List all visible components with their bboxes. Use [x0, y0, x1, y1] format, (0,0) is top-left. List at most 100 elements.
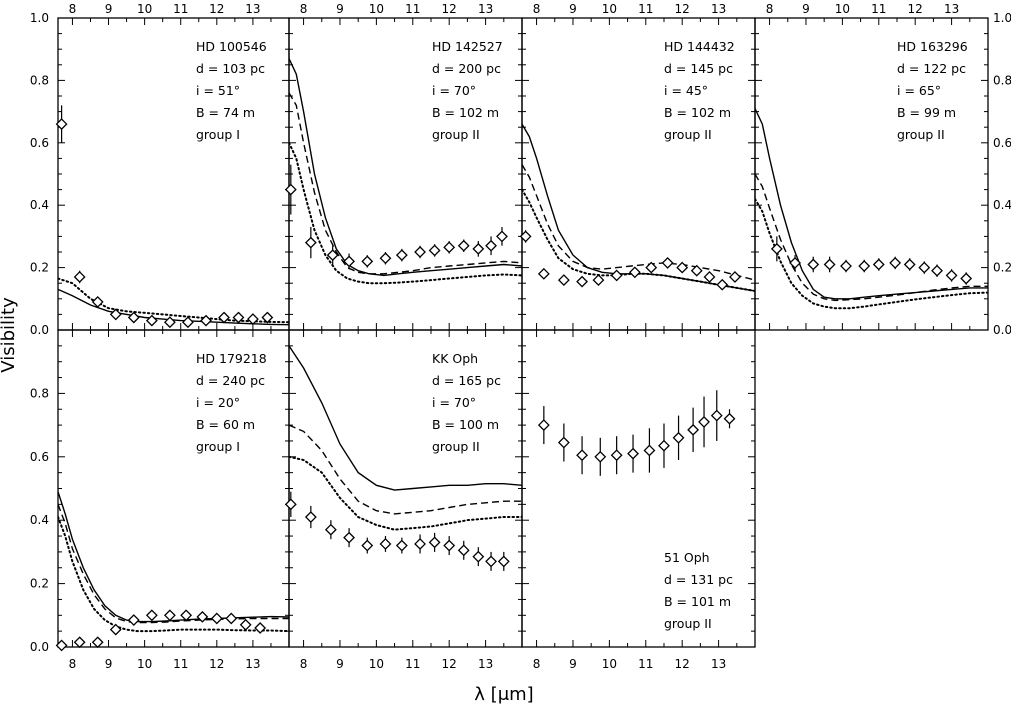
- x-tick-label-top: 10: [835, 2, 850, 16]
- data-point: [960, 272, 973, 285]
- data-point: [379, 252, 392, 265]
- y-tick-label-right: 0.6: [993, 136, 1011, 150]
- data-point: [414, 246, 426, 258]
- data-point: [200, 314, 212, 327]
- x-tick-label-top: 8: [300, 2, 308, 16]
- panel-annotation: B = 102 m: [432, 105, 499, 120]
- data-point: [610, 449, 623, 462]
- x-tick-label-top: 11: [173, 2, 188, 16]
- model-curves: [522, 123, 755, 292]
- data-point: [261, 311, 274, 324]
- x-tick-label-bottom: 12: [675, 657, 690, 671]
- data-point: [284, 183, 297, 196]
- y-tick-label-left: 0.4: [30, 198, 49, 212]
- panel-annotation: group II: [432, 127, 480, 142]
- data-point: [945, 269, 958, 282]
- data-point: [343, 531, 355, 544]
- x-tick-label-top: 11: [871, 2, 886, 16]
- panel-hd-144432: HD 144432 d = 145 pc i = 45° B = 102 m group…: [519, 17, 756, 331]
- data-point: [807, 258, 820, 271]
- data-point: [55, 118, 68, 130]
- panel-hd-179218: HD 179218 d = 240 pc i = 20° B = 60 m group …: [55, 329, 290, 652]
- data-point: [823, 258, 836, 271]
- x-tick-label-bottom: 11: [405, 657, 420, 671]
- panel-annotation: HD 179218: [196, 351, 267, 366]
- data-point: [658, 439, 670, 452]
- panel-annotation: B = 100 m: [432, 417, 499, 432]
- model-dashed-line: [58, 504, 289, 624]
- y-tick-label-left: 0.2: [30, 577, 49, 591]
- data-point: [661, 257, 674, 269]
- y-tick-label-left: 0.6: [30, 450, 49, 464]
- data-point: [687, 423, 700, 436]
- data-point: [472, 550, 485, 563]
- panel-hd-163296: HD 163296 d = 122 pc i = 65° B = 99 m group …: [754, 17, 989, 331]
- x-tick-label-top: 10: [602, 2, 617, 16]
- x-tick-label-bottom: 9: [569, 657, 577, 671]
- data-point: [903, 258, 916, 271]
- data-point: [361, 539, 374, 552]
- data-point: [729, 271, 741, 283]
- y-tick-label-left: 0.4: [30, 513, 49, 527]
- data-point: [395, 249, 408, 262]
- y-tick-label-left: 0.0: [30, 323, 49, 337]
- data-point: [91, 636, 104, 649]
- x-tick-label-bottom: 9: [336, 657, 344, 671]
- panel-annotation: 51 Oph: [664, 550, 710, 565]
- x-tick-label-top: 9: [336, 2, 344, 16]
- data-point: [246, 313, 259, 325]
- model-dotted-line: [58, 516, 289, 633]
- data-point: [180, 609, 193, 622]
- data-point: [537, 419, 550, 432]
- data-point: [698, 416, 710, 428]
- panel-annotation: d = 145 pc: [664, 61, 733, 76]
- model-dashed-line: [522, 164, 755, 281]
- data-point: [304, 236, 317, 249]
- panel-annotation: HD 142527: [432, 39, 503, 54]
- data-point: [284, 498, 297, 511]
- data-point: [324, 523, 337, 536]
- panel-hd-100546: HD 100546 d = 103 pc i = 51° B = 74 m group …: [55, 17, 290, 331]
- x-tick-label-top: 12: [908, 2, 923, 16]
- data-point: [889, 257, 902, 269]
- data-point: [645, 261, 658, 274]
- data-point: [576, 449, 588, 462]
- panel-51-oph: 51 Oph d = 131 pc B = 101 m group II: [521, 329, 756, 648]
- x-tick-label-top: 9: [802, 2, 810, 16]
- x-tick-label-top: 10: [137, 2, 152, 16]
- panel-annotation: i = 65°: [897, 83, 941, 98]
- data-point: [557, 436, 570, 449]
- data-point: [496, 230, 508, 243]
- x-tick-label-bottom: 12: [209, 657, 224, 671]
- data-point: [210, 612, 223, 625]
- panel-annotation: B = 74 m: [196, 105, 255, 120]
- data-point: [594, 450, 607, 463]
- data-point: [537, 267, 550, 280]
- x-tick-label-bottom: 8: [69, 657, 77, 671]
- x-tick-label-top: 11: [638, 2, 653, 16]
- model-dotted-line: [522, 188, 755, 292]
- panels-layer: HD 100546 d = 103 pc i = 51° B = 74 m group …: [30, 2, 1011, 671]
- data-point: [703, 271, 716, 283]
- data-point: [163, 609, 176, 622]
- data-point: [361, 255, 374, 268]
- model-solid-line: [755, 108, 988, 300]
- data-point: [710, 409, 723, 422]
- model-solid-line: [522, 123, 755, 292]
- data-point: [73, 271, 86, 283]
- y-tick-label-right: 1.0: [993, 11, 1011, 25]
- data-point: [457, 239, 470, 252]
- panel-annotation: B = 101 m: [664, 594, 731, 609]
- panel-annotation: group I: [196, 127, 240, 142]
- data-point: [428, 536, 441, 549]
- panel-annotation: B = 102 m: [664, 105, 731, 120]
- data-point: [918, 261, 931, 274]
- data-point: [519, 230, 532, 243]
- panel-annotation: i = 70°: [432, 395, 476, 410]
- data-point: [628, 266, 641, 279]
- data-point: [428, 244, 441, 257]
- y-tick-label-left: 0.8: [30, 73, 49, 87]
- data-point: [840, 260, 852, 272]
- x-axis-label: λ [μm]: [474, 684, 533, 705]
